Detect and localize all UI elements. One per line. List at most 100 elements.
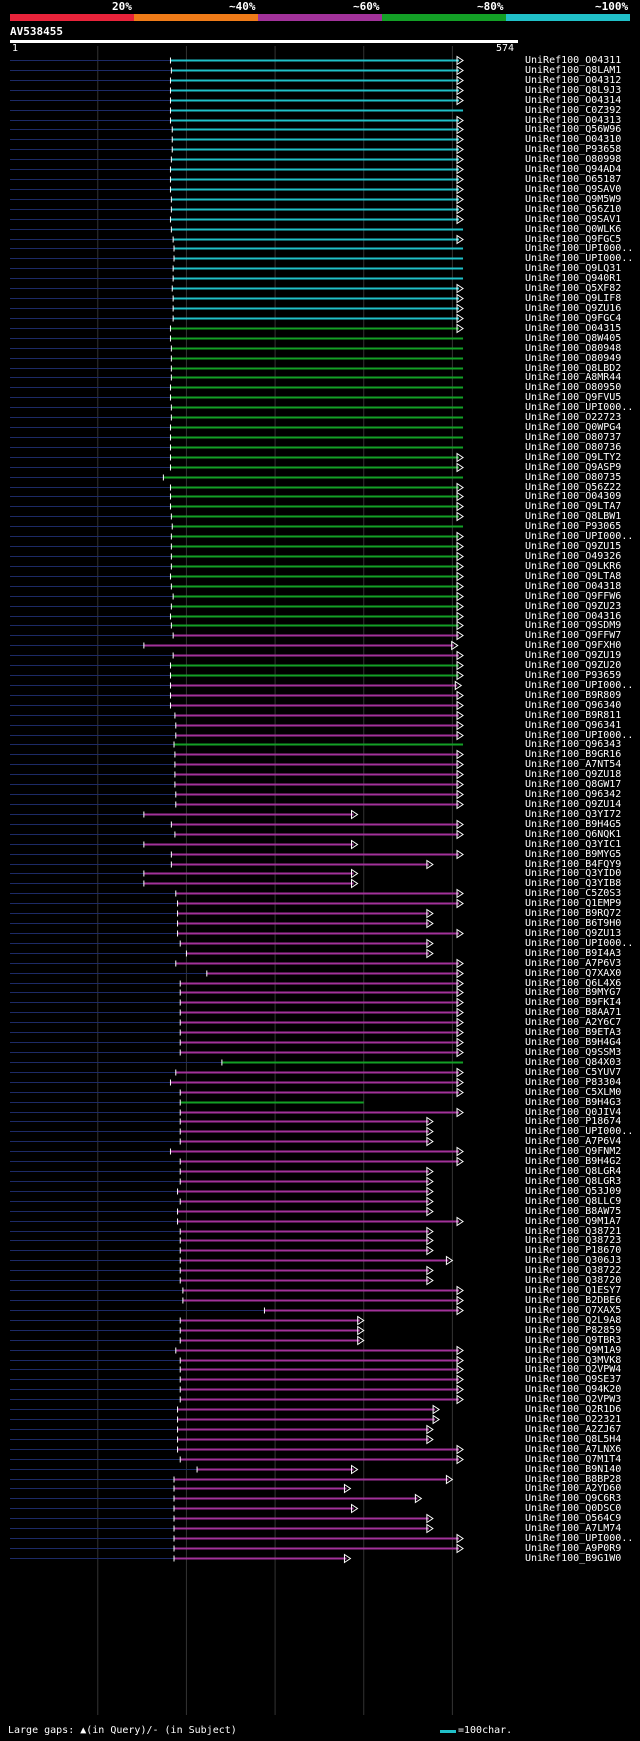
hit-label[interactable]: UniRef100_Q9C6R3 <box>525 1492 622 1504</box>
hit-label[interactable]: UniRef100_Q9FVU5 <box>525 391 622 403</box>
hit-label[interactable]: UniRef100_Q9TBR3 <box>525 1334 622 1346</box>
hit-label[interactable]: UniRef100_Q8LBW1 <box>525 510 622 522</box>
hit-label[interactable]: UniRef100_C5XLM0 <box>525 1086 622 1098</box>
hit-label[interactable]: UniRef100_Q9ZU15 <box>525 540 622 552</box>
hit-label[interactable]: UniRef100_P93658 <box>525 143 622 155</box>
hit-label[interactable]: UniRef100_A2YD60 <box>525 1482 622 1494</box>
hit-label[interactable]: UniRef100_Q9SAV0 <box>525 183 622 195</box>
hit-label[interactable]: UniRef100_Q9ZU23 <box>525 600 622 612</box>
hit-label[interactable]: UniRef100_O80948 <box>525 342 622 354</box>
hit-label[interactable]: UniRef100_Q9ZU18 <box>525 768 622 780</box>
hit-label[interactable]: UniRef100_Q9FNM2 <box>525 1145 622 1157</box>
hit-label[interactable]: UniRef100_O04314 <box>525 94 622 106</box>
hit-label[interactable]: UniRef100_B9ETA3 <box>525 1026 622 1038</box>
hit-label[interactable]: UniRef100_O22723 <box>525 411 622 423</box>
hit-label[interactable]: UniRef100_Q0WLK6 <box>525 223 622 235</box>
hit-label[interactable]: UniRef100_Q8LGR3 <box>525 1175 622 1187</box>
hit-label[interactable]: UniRef100_Q9SE37 <box>525 1373 622 1385</box>
hit-label[interactable]: UniRef100_A7P6V3 <box>525 957 622 969</box>
hit-label[interactable]: UniRef100_Q8L9J3 <box>525 84 622 96</box>
hit-label[interactable]: UniRef100_Q9LTA7 <box>525 500 622 512</box>
hit-label[interactable]: UniRef100_Q5XF82 <box>525 282 622 294</box>
hit-label[interactable]: UniRef100_B8AA71 <box>525 1006 622 1018</box>
hit-label[interactable]: UniRef100_B8AW75 <box>525 1205 622 1217</box>
hit-label[interactable]: UniRef100_Q9FFW7 <box>525 629 622 641</box>
hit-label[interactable]: UniRef100_Q8LAM1 <box>525 64 622 76</box>
hit-label[interactable]: UniRef100_B9RQ72 <box>525 907 622 919</box>
hit-label[interactable]: UniRef100_O22321 <box>525 1413 622 1425</box>
hit-label[interactable]: UniRef100_B9G1W0 <box>525 1552 622 1564</box>
hit-label[interactable]: UniRef100_A8MR44 <box>525 371 622 383</box>
hit-label[interactable]: UniRef100_Q0DSC0 <box>525 1502 622 1514</box>
hit-label[interactable]: UniRef100_Q56Z22 <box>525 481 622 493</box>
hit-label[interactable]: UniRef100_Q38722 <box>525 1264 622 1276</box>
hit-label[interactable]: UniRef100_Q84X03 <box>525 1056 622 1068</box>
hit-label[interactable]: UniRef100_P83304 <box>525 1076 622 1088</box>
hit-label[interactable]: UniRef100_Q1ESY7 <box>525 1284 622 1296</box>
hit-label[interactable]: UniRef100_Q9LQ31 <box>525 262 622 274</box>
hit-label[interactable]: UniRef100_A9P0R9 <box>525 1542 622 1554</box>
hit-label[interactable]: UniRef100_Q9FGC4 <box>525 312 622 324</box>
hit-label[interactable]: UniRef100_Q94AD4 <box>525 163 622 175</box>
hit-label[interactable]: UniRef100_Q940R1 <box>525 272 622 284</box>
hit-label[interactable]: UniRef100_B9H4G2 <box>525 1155 622 1167</box>
hit-label[interactable]: UniRef100_O04309 <box>525 490 622 502</box>
hit-label[interactable]: UniRef100_A7NT54 <box>525 758 622 770</box>
hit-label[interactable]: UniRef100_P82859 <box>525 1324 622 1336</box>
hit-label[interactable]: UniRef100_Q9LIF8 <box>525 292 622 304</box>
hit-label[interactable]: UniRef100_Q9M5W9 <box>525 193 622 205</box>
hit-label[interactable]: UniRef100_Q9LTA8 <box>525 570 622 582</box>
hit-label[interactable]: UniRef100_Q56W96 <box>525 123 622 135</box>
hit-label[interactable]: UniRef100_O04318 <box>525 580 622 592</box>
hit-label[interactable]: UniRef100_B9H4G3 <box>525 1096 622 1108</box>
hit-label[interactable]: UniRef100_Q9ZU19 <box>525 649 622 661</box>
hit-label[interactable]: UniRef100_Q8W405 <box>525 332 622 344</box>
hit-label[interactable]: UniRef100_O80737 <box>525 431 622 443</box>
hit-label[interactable]: UniRef100_Q53J09 <box>525 1185 622 1197</box>
hit-label[interactable]: UniRef100_B9FKI4 <box>525 996 622 1008</box>
hit-label[interactable]: UniRef100_O04311 <box>525 54 622 66</box>
hit-label[interactable]: UniRef100_O80735 <box>525 471 622 483</box>
hit-label[interactable]: UniRef100_O49326 <box>525 550 622 562</box>
hit-label[interactable]: UniRef100_Q3YID0 <box>525 867 622 879</box>
hit-label[interactable]: UniRef100_A7LM74 <box>525 1522 622 1534</box>
hit-label[interactable]: UniRef100_P93659 <box>525 669 622 681</box>
hit-label[interactable]: UniRef100_Q2R1D6 <box>525 1403 622 1415</box>
hit-label[interactable]: UniRef100_C0Z392 <box>525 104 622 116</box>
hit-label[interactable]: UniRef100_Q38720 <box>525 1274 622 1286</box>
hit-label[interactable]: UniRef100_Q9ZU14 <box>525 798 622 810</box>
hit-label[interactable]: UniRef100_O80949 <box>525 352 622 364</box>
hit-label[interactable]: UniRef100_Q9ZU16 <box>525 302 622 314</box>
hit-label[interactable]: UniRef100_O65187 <box>525 173 622 185</box>
hit-label[interactable]: UniRef100_UPI000.. <box>525 679 634 691</box>
hit-label[interactable]: UniRef100_P18674 <box>525 1115 622 1127</box>
hit-label[interactable]: UniRef100_Q8GW17 <box>525 778 622 790</box>
hit-label[interactable]: UniRef100_Q2VPW3 <box>525 1393 622 1405</box>
hit-label[interactable]: UniRef100_UPI000.. <box>525 1125 634 1137</box>
hit-label[interactable]: UniRef100_UPI000.. <box>525 242 634 254</box>
hit-label[interactable]: UniRef100_B9R809 <box>525 689 622 701</box>
hit-label[interactable]: UniRef100_Q8LGR4 <box>525 1165 622 1177</box>
hit-label[interactable]: UniRef100_B2DBE6 <box>525 1294 622 1306</box>
hit-label[interactable]: UniRef100_Q306J3 <box>525 1254 622 1266</box>
hit-label[interactable]: UniRef100_O80950 <box>525 381 622 393</box>
hit-label[interactable]: UniRef100_B6T9H0 <box>525 917 622 929</box>
hit-label[interactable]: UniRef100_A2ZJ67 <box>525 1423 622 1435</box>
hit-label[interactable]: UniRef100_A7P6V4 <box>525 1135 622 1147</box>
hit-label[interactable]: UniRef100_Q9ZU13 <box>525 927 622 939</box>
hit-label[interactable]: UniRef100_Q3YI72 <box>525 808 622 820</box>
hit-label[interactable]: UniRef100_Q9SAV1 <box>525 213 622 225</box>
hit-label[interactable]: UniRef100_C5Z0S3 <box>525 887 622 899</box>
hit-label[interactable]: UniRef100_UPI000.. <box>525 729 634 741</box>
hit-label[interactable]: UniRef100_Q56Z10 <box>525 203 622 215</box>
hit-label[interactable]: UniRef100_O04313 <box>525 114 622 126</box>
hit-label[interactable]: UniRef100_O04312 <box>525 74 622 86</box>
hit-label[interactable]: UniRef100_O04310 <box>525 133 622 145</box>
hit-label[interactable]: UniRef100_UPI000.. <box>525 252 634 264</box>
hit-label[interactable]: UniRef100_O80736 <box>525 441 622 453</box>
hit-label[interactable]: UniRef100_B9R811 <box>525 709 622 721</box>
hit-label[interactable]: UniRef100_Q3YIB8 <box>525 877 622 889</box>
hit-label[interactable]: UniRef100_UPI000.. <box>525 1532 634 1544</box>
hit-label[interactable]: UniRef100_B9N140 <box>525 1463 622 1475</box>
hit-label[interactable]: UniRef100_UPI000.. <box>525 937 634 949</box>
